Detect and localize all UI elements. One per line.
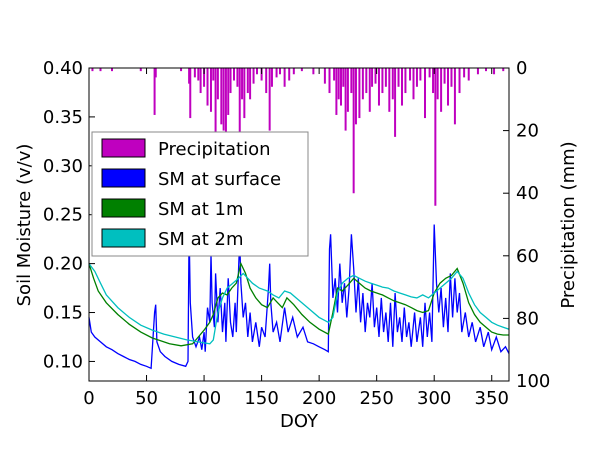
y2-tick-label: 80 <box>516 308 539 329</box>
series-precipitation <box>91 68 505 206</box>
y-tick-label: 0.10 <box>43 351 83 372</box>
legend-label: SM at surface <box>158 169 281 190</box>
y-tick-label: 0.40 <box>43 58 83 79</box>
x-tick-label: 0 <box>83 388 94 409</box>
y2-tick-label: 100 <box>516 371 550 392</box>
legend-label: SM at 1m <box>158 199 243 220</box>
x-tick-label: 300 <box>417 388 451 409</box>
legend-item-sm-at-2m: SM at 2m <box>101 228 243 250</box>
y-tick-label: 0.20 <box>43 254 83 275</box>
legend-swatch <box>101 138 146 158</box>
series-line-sm-at-surface <box>88 224 510 370</box>
series-line-sm-at-2m <box>88 263 510 345</box>
x-tick-label: 100 <box>187 388 221 409</box>
x-tick-label: 150 <box>244 388 278 409</box>
x-axis-label: DOY <box>280 411 319 432</box>
legend-swatch <box>101 228 146 248</box>
y-tick-label: 0.25 <box>43 205 83 226</box>
y2-tick-label: 0 <box>516 58 527 79</box>
x-tick-label: 250 <box>359 388 393 409</box>
y-tick-label: 0.30 <box>43 156 83 177</box>
axes: 0 50 100 150 200 250 300 3500.100.150.200.250.3… <box>43 58 550 409</box>
y2-axis-label: Precipitation (mm) <box>558 141 579 308</box>
plot-area <box>88 68 510 370</box>
x-tick-label: 350 <box>475 388 509 409</box>
legend-item-precipitation: Precipitation <box>101 138 271 160</box>
legend-item-sm-at-surface: SM at surface <box>101 168 281 190</box>
legend-label: Precipitation <box>158 139 271 160</box>
y2-tick-label: 40 <box>516 183 539 204</box>
series-line-sm-at-1m <box>88 261 509 347</box>
y2-tick-label: 20 <box>516 121 539 142</box>
y-tick-label: 0.15 <box>43 303 83 324</box>
legend: Precipitation SM at surface SM at 1m SM at … <box>91 131 309 257</box>
y-axis-label: Soil Moisture (v/v) <box>14 144 35 307</box>
legend-label: SM at 2m <box>158 229 243 250</box>
legend-item-sm-at-1m: SM at 1m <box>101 198 243 220</box>
plot-frame <box>88 67 510 382</box>
legend-swatch <box>101 168 146 188</box>
x-tick-label: 50 <box>135 388 158 409</box>
x-tick-label: 200 <box>302 388 336 409</box>
y-tick-label: 0.35 <box>43 107 83 128</box>
y2-tick-label: 60 <box>516 246 539 267</box>
legend-swatch <box>101 198 146 218</box>
